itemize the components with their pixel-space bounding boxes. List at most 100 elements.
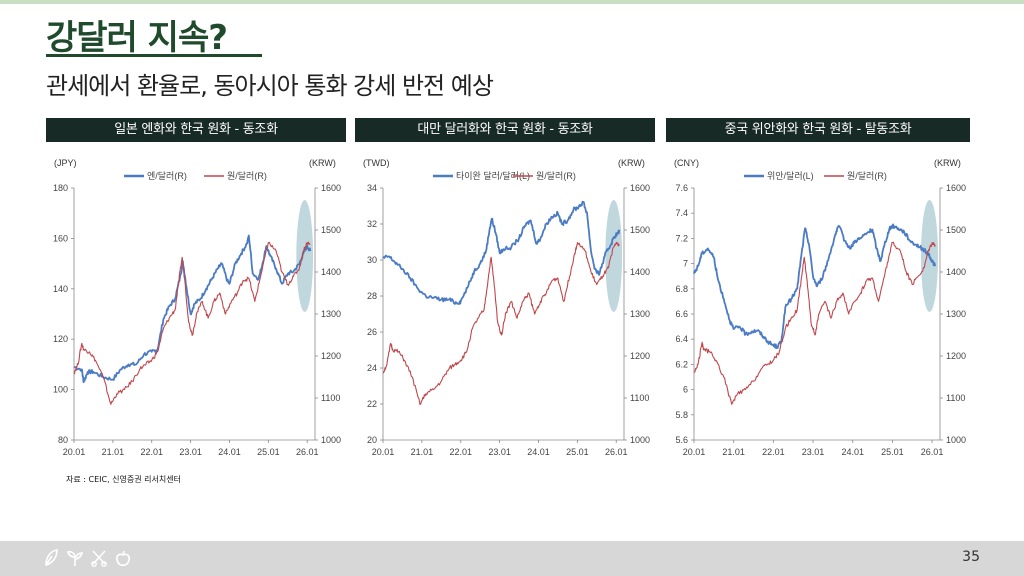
- sprout-icon: [66, 547, 84, 569]
- right-tick-label: 1600: [321, 183, 341, 193]
- series-line-1: [73, 234, 312, 384]
- left-tick-label: 120: [53, 334, 68, 344]
- right-tick-label: 1400: [946, 267, 966, 277]
- left-tick-label: 140: [53, 284, 68, 294]
- x-tick-label: 23.01: [488, 447, 511, 457]
- right-tick-label: 1200: [630, 351, 650, 361]
- right-unit-label: (KRW): [618, 158, 645, 168]
- x-tick-label: 26.01: [605, 447, 628, 457]
- x-tick-label: 26.01: [921, 447, 944, 457]
- left-tick-label: 28: [367, 291, 377, 301]
- left-unit-label: (TWD): [363, 158, 390, 168]
- left-tick-label: 6.8: [675, 284, 688, 294]
- legend-label-2: 원/달러(R): [227, 170, 267, 181]
- left-tick-label: 20: [367, 435, 377, 445]
- chart-2-title: 대만 달러화와 한국 원화 - 동조화: [355, 118, 655, 142]
- right-tick-label: 1300: [321, 309, 341, 319]
- x-tick-label: 24.01: [218, 447, 241, 457]
- x-tick-label: 26.01: [296, 447, 319, 457]
- left-unit-label: (JPY): [54, 158, 77, 168]
- right-tick-label: 1100: [630, 393, 649, 403]
- chart-1-title: 일본 엔화와 한국 원화 - 동조화: [46, 118, 346, 142]
- left-tick-label: 7.2: [675, 233, 688, 243]
- apple-icon: [114, 547, 132, 569]
- title-underline: [46, 54, 262, 57]
- left-tick-label: 80: [58, 435, 68, 445]
- right-tick-label: 1100: [321, 393, 340, 403]
- left-tick-label: 160: [53, 233, 68, 243]
- right-tick-label: 1600: [630, 183, 650, 193]
- right-tick-label: 1100: [946, 393, 965, 403]
- x-tick-label: 22.01: [762, 447, 785, 457]
- series-line-2: [693, 241, 936, 405]
- x-tick-label: 24.01: [841, 447, 864, 457]
- right-unit-label: (KRW): [934, 158, 961, 168]
- x-tick-label: 20.01: [372, 447, 395, 457]
- chart-3-title: 중국 위안화와 한국 원화 - 탈동조화: [666, 118, 970, 142]
- x-tick-label: 22.01: [449, 447, 472, 457]
- x-tick-label: 25.01: [566, 447, 589, 457]
- chart-jpy-krw: (JPY) (KRW) 80 100 120 140 160 180 1000 1100 1200 1…: [53, 158, 341, 457]
- series-line-2: [382, 241, 620, 405]
- chart-cny-krw: (CNY) (KRW) 5.6 5.8 6 6.2 6.4 6.6 6.8 7 7.2 7.4 7.6 1…: [674, 158, 966, 457]
- left-tick-label: 6: [683, 385, 688, 395]
- left-tick-label: 180: [53, 183, 68, 193]
- page-title: 강달러 지속?: [46, 18, 228, 58]
- footer-icon-group: [42, 547, 132, 569]
- left-tick-label: 26: [367, 327, 377, 337]
- right-tick-label: 1400: [321, 267, 341, 277]
- left-tick-label: 32: [367, 219, 377, 229]
- left-tick-label: 7.6: [675, 183, 688, 193]
- leaf-icon: [42, 547, 60, 569]
- x-tick-label: 25.01: [881, 447, 904, 457]
- series-line-1: [693, 223, 937, 350]
- right-unit-label: (KRW): [309, 158, 336, 168]
- legend-label-2: 원/달러(R): [536, 170, 576, 181]
- left-tick-label: 7.4: [675, 208, 688, 218]
- right-tick-label: 1400: [630, 267, 650, 277]
- x-tick-label: 21.01: [411, 447, 434, 457]
- page-number: 35: [962, 549, 980, 565]
- x-tick-label: 23.01: [179, 447, 202, 457]
- left-unit-label: (CNY): [674, 158, 699, 168]
- x-tick-label: 20.01: [63, 447, 86, 457]
- x-tick-label: 22.01: [140, 447, 163, 457]
- x-tick-label: 24.01: [527, 447, 550, 457]
- left-tick-label: 34: [367, 183, 377, 193]
- legend-label-1: 엔/달러(R): [147, 170, 187, 181]
- left-tick-label: 24: [367, 363, 377, 373]
- x-tick-label: 20.01: [683, 447, 706, 457]
- left-tick-label: 5.8: [675, 410, 688, 420]
- highlight-ellipse: [605, 200, 623, 312]
- right-tick-label: 1200: [946, 351, 966, 361]
- footer-bar: 35: [0, 541, 1024, 576]
- series-line-2: [73, 241, 311, 405]
- legend-label-2: 원/달러(R): [847, 170, 887, 181]
- left-tick-label: 6.6: [675, 309, 688, 319]
- scissors-icon: [90, 547, 108, 569]
- left-tick-label: 30: [367, 255, 377, 265]
- page-subtitle: 관세에서 환율로, 동아시아 통화 강세 반전 예상: [46, 72, 494, 100]
- right-tick-label: 1300: [630, 309, 650, 319]
- right-tick-label: 1300: [946, 309, 966, 319]
- right-tick-label: 1500: [946, 225, 966, 235]
- right-tick-label: 1000: [946, 435, 966, 445]
- highlight-ellipse: [296, 200, 314, 312]
- right-tick-label: 1500: [321, 225, 341, 235]
- x-tick-label: 23.01: [802, 447, 825, 457]
- left-tick-label: 6.4: [675, 334, 688, 344]
- right-tick-label: 1000: [321, 435, 341, 445]
- chart-twd-krw: (TWD) (KRW) 20 22 24 26 28 30 32 34 1000 1100 1200 13…: [363, 158, 650, 457]
- left-tick-label: 100: [53, 385, 68, 395]
- right-tick-label: 1500: [630, 225, 650, 235]
- legend-label-1: 위안/달러(L): [767, 170, 814, 181]
- right-tick-label: 1600: [946, 183, 966, 193]
- series-line-1: [382, 200, 621, 305]
- left-tick-label: 5.6: [675, 435, 688, 445]
- left-tick-label: 7: [683, 259, 688, 269]
- x-tick-label: 25.01: [257, 447, 280, 457]
- left-tick-label: 6.2: [675, 359, 688, 369]
- x-tick-label: 21.01: [102, 447, 125, 457]
- right-tick-label: 1000: [630, 435, 650, 445]
- legend-label-1: 타이완 달러/달러(L): [456, 170, 530, 181]
